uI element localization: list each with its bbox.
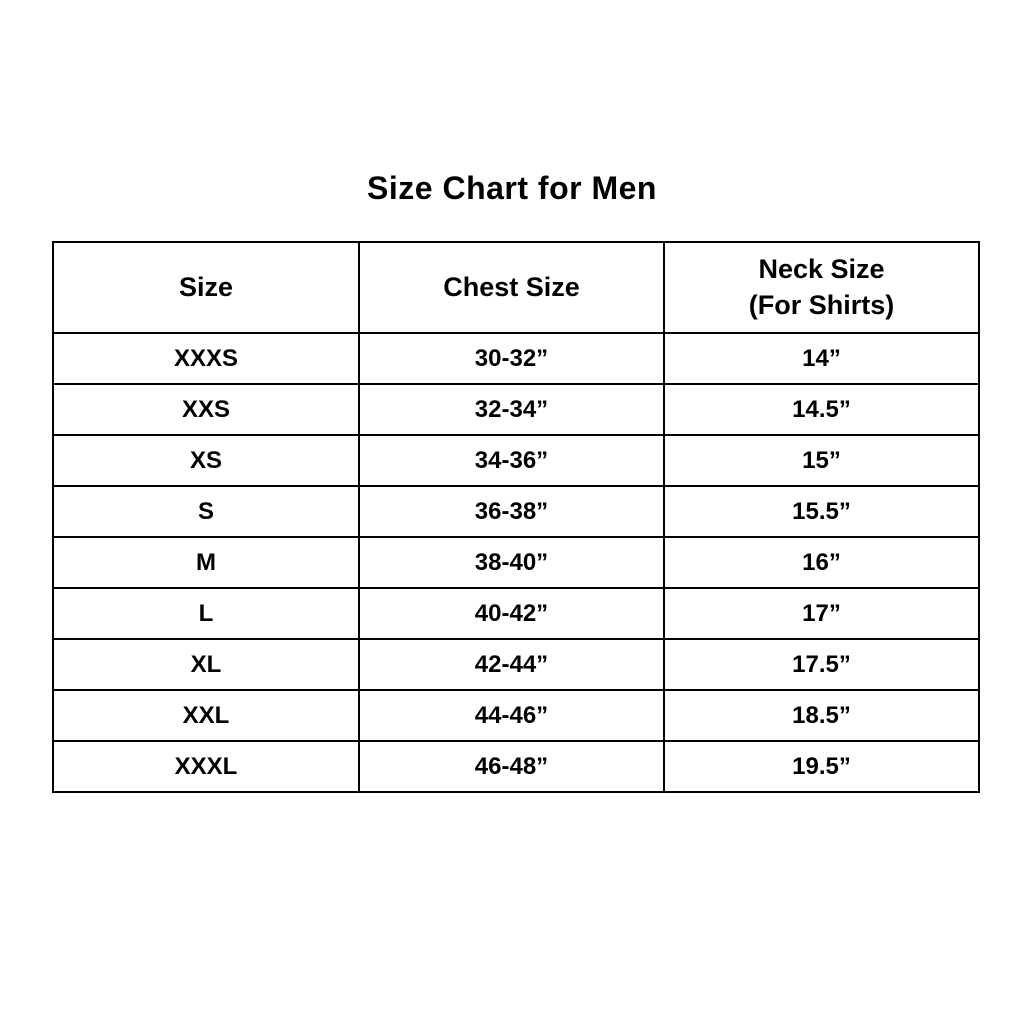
table-cell: 19.5” xyxy=(663,740,980,793)
table-row: XXXS 30-32” 14” xyxy=(52,332,980,385)
table-cell: XXS xyxy=(52,383,360,436)
table-cell: XXXS xyxy=(52,332,360,385)
column-header-label: Neck Size xyxy=(758,254,885,285)
column-header-label: Chest Size xyxy=(443,271,580,302)
column-header-neck-size: Neck Size (For Shirts) xyxy=(663,241,980,334)
table-row: M 38-40” 16” xyxy=(52,536,980,589)
table-cell: 17.5” xyxy=(663,638,980,691)
header-row: Size Chest Size Neck Size (For Shirts) xyxy=(52,241,980,334)
column-header-size: Size xyxy=(52,241,360,334)
table-cell: 16” xyxy=(663,536,980,589)
table-cell: 32-34” xyxy=(358,383,665,436)
table-cell: 18.5” xyxy=(663,689,980,742)
table-cell: 34-36” xyxy=(358,434,665,487)
column-header-chest-size: Chest Size xyxy=(358,241,665,334)
table-cell: 44-46” xyxy=(358,689,665,742)
table-row: XXS 32-34” 14.5” xyxy=(52,383,980,436)
table-row: XXXL 46-48” 19.5” xyxy=(52,740,980,793)
table-header: Size Chest Size Neck Size (For Shirts) xyxy=(52,241,980,334)
table-cell: 15.5” xyxy=(663,485,980,538)
table-cell: 14” xyxy=(663,332,980,385)
table-row: L 40-42” 17” xyxy=(52,587,980,640)
column-header-sublabel: (For Shirts) xyxy=(748,289,895,320)
table-cell: S xyxy=(52,485,360,538)
table-cell: XXL xyxy=(52,689,360,742)
table-row: XS 34-36” 15” xyxy=(52,434,980,487)
table-cell: 17” xyxy=(663,587,980,640)
table-cell: 30-32” xyxy=(358,332,665,385)
table-cell: 46-48” xyxy=(358,740,665,793)
size-table-body: XXXS 30-32” 14” XXS 32-34” 14.5” XS 34-36” 15” S 3… xyxy=(52,332,980,793)
table-cell: 36-38” xyxy=(358,485,665,538)
page-title: Size Chart for Men xyxy=(367,170,657,206)
table-row: S 36-38” 15.5” xyxy=(52,485,980,538)
table-cell: 14.5” xyxy=(663,383,980,436)
table-cell: 40-42” xyxy=(358,587,665,640)
table-cell: 38-40” xyxy=(358,536,665,589)
table-row: XL 42-44” 17.5” xyxy=(52,638,980,691)
table-cell: M xyxy=(52,536,360,589)
table-cell: XS xyxy=(52,434,360,487)
table-cell: 15” xyxy=(663,434,980,487)
table-cell: L xyxy=(52,587,360,640)
table-row: XXL 44-46” 18.5” xyxy=(52,689,980,742)
table-cell: XXXL xyxy=(52,740,360,793)
size-chart-table: Size Chest Size Neck Size (For Shirts) X… xyxy=(52,241,980,793)
column-header-label: Size xyxy=(178,271,234,302)
table-cell: 42-44” xyxy=(358,638,665,691)
table-cell: XL xyxy=(52,638,360,691)
